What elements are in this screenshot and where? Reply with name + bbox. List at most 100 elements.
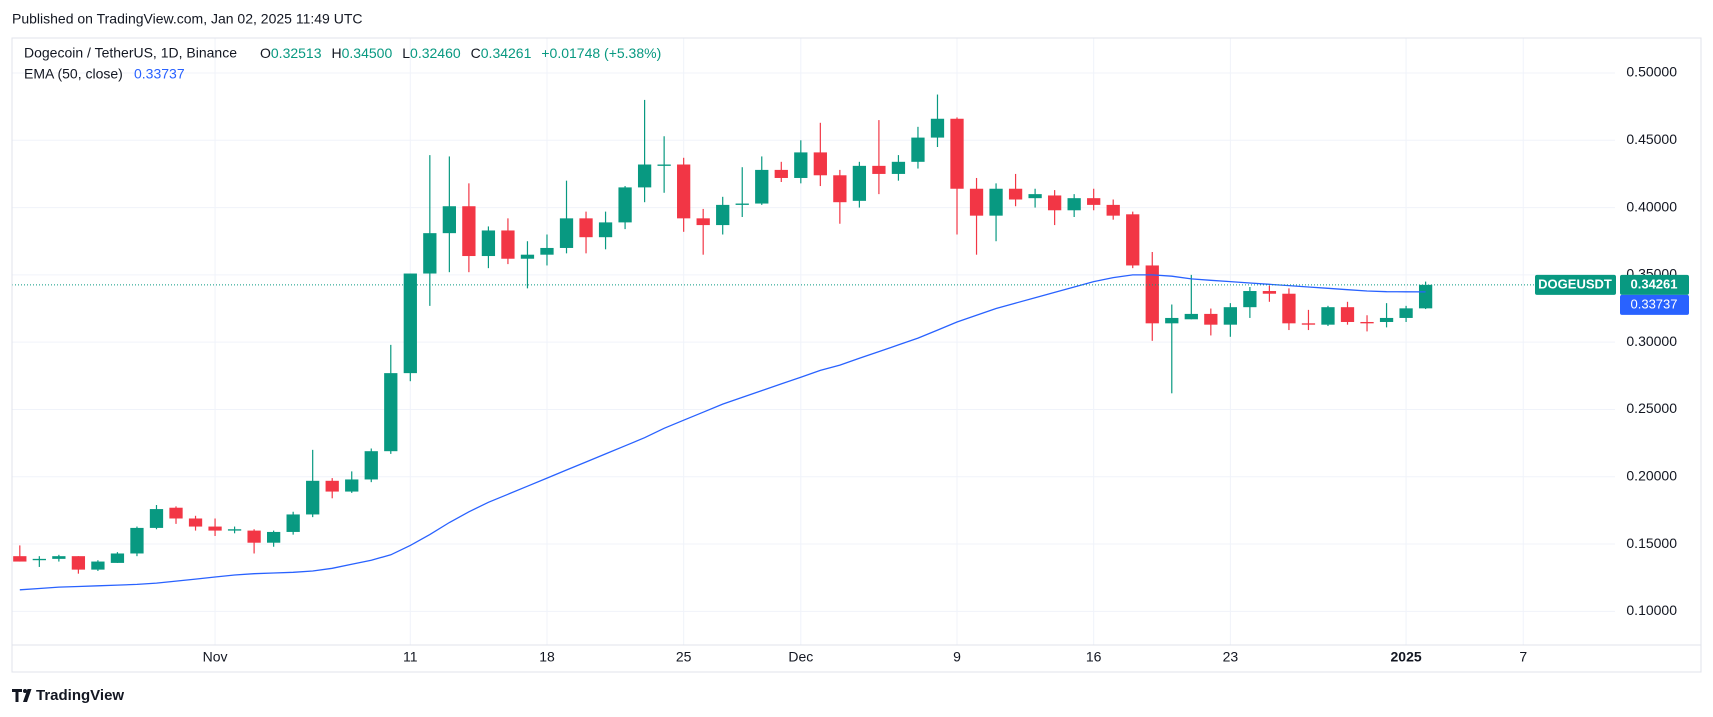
candle-body [208, 526, 222, 531]
candle-body [481, 230, 496, 257]
candle-body [13, 556, 27, 562]
candle-body [794, 152, 808, 178]
candle-body [1262, 291, 1277, 294]
ema-legend-value: 0.33737 [134, 66, 185, 82]
symbol-badge-label: DOGEUSDT [1538, 276, 1612, 291]
candle-body [1418, 284, 1433, 309]
candle-body [579, 218, 593, 238]
candle-body [91, 561, 105, 570]
candle-body [1184, 313, 1198, 320]
candle-body [423, 233, 437, 274]
candle-body [618, 187, 632, 223]
candle-body [1028, 194, 1042, 199]
frame [11, 37, 1702, 673]
candle-body [169, 507, 183, 519]
candle-body [1106, 204, 1120, 216]
y-tick-label: 0.25000 [1626, 400, 1677, 416]
candle-body [637, 164, 652, 188]
x-tick-label: 11 [403, 649, 418, 665]
candle-body [188, 518, 203, 527]
candle-body [833, 175, 847, 203]
candle-body [1301, 323, 1316, 325]
candle-body [130, 527, 144, 554]
ema-badge [1620, 294, 1689, 315]
candle-body [403, 273, 417, 374]
candle-body [559, 218, 574, 248]
x-tick-label: 7 [1519, 649, 1527, 665]
candle-body [1243, 291, 1257, 308]
candle-body [286, 514, 300, 532]
candle-body [969, 188, 984, 216]
candle-body [364, 451, 378, 480]
plot-area: 0.100000.150000.200000.250000.300000.350… [12, 38, 1701, 665]
candle-body [677, 164, 691, 219]
x-tick-label: 2025 [1391, 649, 1422, 665]
candle-body [442, 206, 456, 234]
candle-body [1008, 188, 1023, 200]
x-tick-label: 16 [1086, 649, 1102, 665]
candle-body [32, 558, 46, 561]
candle-body [71, 556, 86, 570]
ema-line [19, 274, 1426, 591]
candle-body [1282, 293, 1296, 324]
x-tick-label: 23 [1223, 649, 1239, 665]
x-tick-label: 9 [953, 649, 961, 665]
candle-body [306, 480, 320, 515]
ohlc-value: 0.34261 [481, 45, 532, 61]
candle-body [247, 530, 261, 543]
candle-body [1145, 265, 1159, 324]
candle-body [930, 118, 945, 138]
y-tick-label: 0.30000 [1626, 333, 1677, 349]
candle-body [227, 529, 242, 531]
price-badge-label: 0.34261 [1631, 276, 1678, 291]
ohlc-value: 0.34500 [342, 45, 393, 61]
candle-body [384, 373, 398, 452]
y-tick-label: 0.45000 [1626, 131, 1677, 147]
candle-body [891, 161, 906, 174]
candle-body [1126, 214, 1140, 266]
x-tick-label: Dec [788, 649, 813, 665]
candle-body [872, 165, 886, 174]
ohlc-key: L [402, 45, 410, 61]
candle-body [755, 169, 769, 204]
candle-body [540, 247, 554, 255]
candle-body [696, 218, 710, 226]
candle-body [774, 169, 788, 178]
candle-body [1223, 307, 1237, 325]
candle-body [735, 203, 749, 205]
candle-body [852, 165, 867, 201]
candle-body [325, 480, 339, 492]
y-tick-label: 0.40000 [1626, 198, 1677, 214]
candle-body [813, 152, 827, 176]
price-badge [1620, 274, 1689, 295]
ema-badge-label: 0.33737 [1631, 296, 1678, 311]
candle-body [1321, 307, 1335, 325]
logo [12, 689, 32, 702]
candle-body [1067, 198, 1081, 211]
change: +0.01748 (+5.38%) [541, 45, 661, 61]
candle-body [149, 509, 164, 528]
candle-body [1087, 198, 1101, 205]
ohlc-key: O [260, 45, 271, 61]
candle-body [950, 118, 964, 189]
published-note: Published on TradingView.com, Jan 02, 20… [12, 11, 362, 27]
ohlc-key: H [332, 45, 342, 61]
x-tick-label: Nov [203, 649, 228, 665]
ohlc-key: C [471, 45, 481, 61]
candle-body [989, 188, 1003, 216]
y-tick-label: 0.50000 [1626, 64, 1677, 80]
candle-body [266, 531, 281, 543]
candle-body [598, 222, 613, 238]
candle-body [911, 137, 925, 162]
x-tick-label: 18 [539, 649, 555, 665]
candle-body [520, 254, 535, 259]
ohlc-value: 0.32513 [271, 45, 322, 61]
candle-body [657, 164, 671, 166]
x-tick-label: 25 [676, 649, 692, 665]
candle-body [1379, 317, 1394, 322]
y-tick-label: 0.20000 [1626, 467, 1677, 483]
y-tick-label: 0.10000 [1626, 602, 1677, 618]
